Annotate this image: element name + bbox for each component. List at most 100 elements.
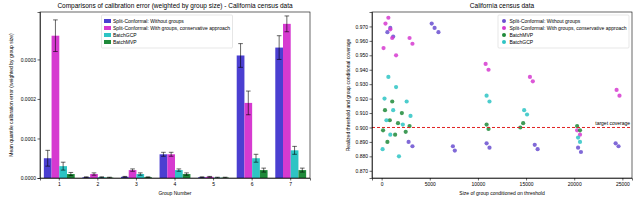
point (386, 75, 390, 79)
point (386, 16, 390, 20)
y-tick: 0.870 (355, 168, 372, 174)
bar (160, 154, 168, 178)
y-tick: 0.970 (355, 24, 372, 30)
error-bar-cap (45, 150, 50, 151)
point (430, 21, 434, 25)
y-axis-title: Realized threshold and group conditional… (345, 38, 351, 151)
bar (291, 150, 299, 178)
error-bar-cap (254, 154, 259, 155)
legend-swatch (104, 33, 111, 37)
x-axis-line (373, 179, 633, 181)
scatter-chart: target coverage0.8700.8800.8900.9000.910… (345, 2, 633, 196)
point (390, 36, 394, 40)
error-bar-cap (99, 176, 104, 177)
legend-label: BatchMVP (510, 32, 534, 38)
scatter-series (380, 75, 582, 159)
chart-title: California census data (470, 2, 535, 9)
point (484, 122, 488, 126)
x-tick: 7 (289, 178, 292, 187)
legend-label: Split-Conformal: Without groups (113, 18, 184, 24)
point (390, 99, 394, 103)
point (407, 36, 411, 40)
error-bar-cap (130, 171, 135, 172)
legend-label: Split-Conformal: Without groups (510, 18, 581, 24)
point (405, 99, 409, 103)
point (436, 30, 440, 34)
error-bar-cap (53, 19, 58, 20)
legend-swatch (104, 26, 111, 30)
plot-area (44, 16, 306, 178)
point (617, 94, 621, 98)
y-tick-label: 0.0001 (21, 136, 37, 142)
bar (129, 170, 137, 178)
error-bar-cap (285, 15, 290, 16)
x-tick-label: 0 (381, 181, 384, 187)
error-bar (161, 152, 166, 156)
error-bar-cap (238, 67, 243, 68)
error-bar-cap (254, 162, 259, 163)
point (380, 147, 384, 151)
y-tick-label: 0.920 (355, 96, 368, 102)
error-bar-cap (138, 172, 143, 173)
error-bar (92, 173, 97, 175)
x-tick: 4 (174, 178, 177, 187)
point (484, 94, 488, 98)
y-axis-line (370, 13, 373, 179)
y-tick-mark (370, 99, 373, 100)
error-bar-cap (285, 31, 290, 32)
error-bar-line (47, 150, 48, 166)
point (616, 144, 620, 148)
error-bar (254, 154, 259, 162)
error-bar-cap (207, 177, 212, 178)
point (578, 140, 582, 144)
x-tick: 20000 (568, 178, 582, 187)
error-bar-cap (292, 154, 297, 155)
x-axis-title: Group Number (158, 190, 191, 196)
error-bar-line (132, 169, 133, 171)
point (396, 121, 400, 125)
legend-swatch (104, 40, 111, 44)
legend-box (102, 15, 233, 48)
point (486, 68, 490, 72)
point (381, 46, 385, 50)
error-bar-line (279, 36, 280, 60)
point (453, 148, 457, 152)
error-bar-cap (207, 176, 212, 177)
error-bar-cap (92, 172, 97, 173)
bar (275, 48, 283, 178)
point (487, 99, 491, 103)
y-tick-label: 0.950 (355, 52, 368, 58)
y-tick-mark (370, 41, 373, 42)
error-bar-cap (169, 152, 174, 153)
error-bar-line (263, 168, 264, 172)
x-tick: 15000 (520, 178, 534, 187)
error-bar-cap (53, 51, 58, 52)
error-bar-cap (123, 177, 128, 178)
point (385, 140, 389, 144)
y-tick: 0.0001 (21, 136, 40, 142)
error-bar-cap (261, 172, 266, 173)
point (383, 108, 387, 112)
point (525, 112, 529, 116)
point (533, 143, 537, 147)
error-bar-cap (61, 170, 66, 171)
legend-swatch (104, 19, 111, 23)
x-tick-label: 5 (212, 181, 215, 187)
y-tick-mark (370, 55, 373, 56)
y-tick: 0.920 (355, 96, 372, 102)
error-bar-cap (69, 175, 74, 176)
y-tick-mark (370, 171, 373, 172)
point (576, 146, 580, 150)
x-tick: 5000 (425, 178, 436, 187)
error-bar-cap (277, 59, 282, 60)
error-bar (277, 36, 282, 60)
error-bar (45, 150, 50, 166)
error-bar-cap (246, 91, 251, 92)
y-axis-line (38, 13, 41, 179)
x-tick: 25000 (616, 178, 630, 187)
y-tick: 0.910 (355, 110, 372, 116)
error-bar-line (286, 16, 287, 32)
x-tick-label: 7 (289, 181, 292, 187)
bar-series (44, 36, 283, 178)
y-tick: 0.890 (355, 139, 372, 145)
